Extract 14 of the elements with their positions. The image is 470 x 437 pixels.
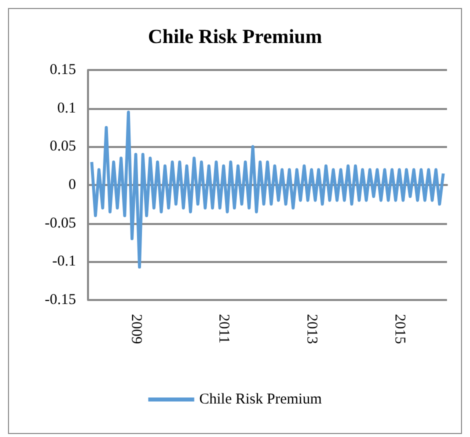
x-tick-label: 2009: [128, 314, 144, 344]
line-series: [90, 110, 445, 269]
legend-label: Chile Risk Premium: [199, 392, 322, 408]
y-tick-label: 0.15: [50, 62, 76, 78]
y-tick-label: 0.1: [57, 100, 76, 116]
x-tick-label: 2015: [391, 314, 408, 344]
y-tick-label: -0.05: [44, 215, 76, 232]
x-tick-label: 2013: [304, 314, 320, 344]
chart-title: Chile Risk Premium: [148, 26, 322, 48]
y-tick-label: 0.05: [50, 138, 76, 155]
y-tick-label: -0.1: [52, 254, 76, 270]
y-tick-label: 0: [68, 177, 76, 193]
x-tick-label: 2011: [216, 314, 232, 344]
y-tick-label: -0.15: [44, 292, 76, 308]
